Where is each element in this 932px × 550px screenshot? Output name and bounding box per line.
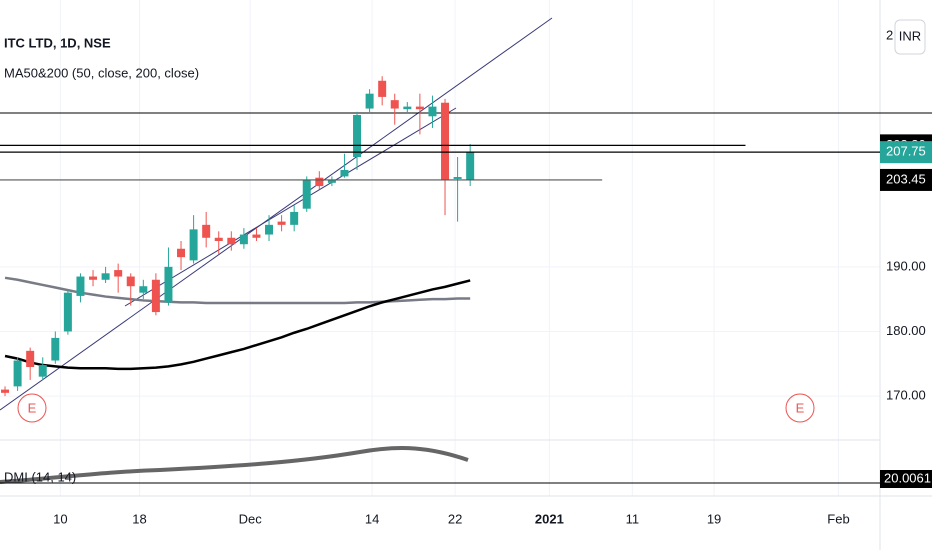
x-tick-label: Dec [239,511,263,526]
x-tick-label: 14 [365,511,379,526]
candle-body [277,221,286,225]
candle-body [227,237,236,245]
candle-body [403,106,412,110]
candle-body [164,266,173,303]
earnings-marker-label[interactable]: E [28,400,37,415]
x-tick-label: 10 [53,511,67,526]
trend-line [0,17,553,411]
candle-body [89,276,98,280]
candle-body [63,292,72,332]
dmi-line [0,446,469,484]
x-tick-label: 18 [132,511,146,526]
price-label: 203.45 [886,171,926,186]
candle-body [340,169,349,177]
y-tick-label: 190.00 [886,258,926,273]
candle-body [51,337,60,361]
indicator-value-box [880,470,932,488]
y-tick-label: 180.00 [886,323,926,338]
currency-button[interactable] [894,19,926,55]
candle-body [214,237,223,241]
earnings-marker[interactable] [785,393,815,423]
chart-title: ITC LTD, 1D, NSE [4,35,111,50]
x-tick-label: 2021 [535,511,564,526]
axis-partial-label: 2 [886,27,893,42]
candle-body [38,365,47,377]
candle-body [239,234,248,245]
x-tick-label: Feb [827,511,849,526]
candle-body [101,273,110,280]
candle-body [290,211,299,225]
candle-body [1,389,10,393]
price-label-box [880,141,932,164]
x-tick-label: 22 [448,511,462,526]
candle-body [315,177,324,187]
earnings-marker[interactable] [17,393,47,423]
indicator-label: DMI (14, 14) [4,469,76,484]
candle-body [26,350,35,367]
y-tick-label: 170.00 [886,388,926,403]
earnings-marker-label[interactable]: E [796,400,805,415]
candle-body [126,276,135,287]
price-label-box [880,168,932,191]
candle-body [453,177,462,179]
currency[interactable]: INR [899,28,921,43]
candle-body [252,234,261,238]
candle-body [114,270,123,277]
grid [0,0,880,496]
chart-subtitle: MA50&200 (50, close, 200, close) [4,65,199,80]
candle-body [327,179,336,183]
indicator-value: 20.0061 [884,470,931,485]
x-tick-label: 19 [707,511,721,526]
x-tick-label: 11 [626,511,640,526]
candle-body [76,276,85,296]
candle-body [139,286,148,293]
candle-body [151,279,160,313]
candle-body [302,179,311,209]
candle-body [353,115,362,158]
candle-body [189,229,198,261]
candle-body [428,106,437,117]
candle-body [265,224,274,235]
price-label: 207.75 [886,144,926,159]
candle-body [390,100,399,109]
candle-body [466,152,475,181]
candle-body [13,360,22,387]
candle-body [177,248,186,258]
candle-body [365,93,374,109]
trend-line [124,107,457,307]
moving-average [4,279,471,371]
candle-body [378,80,387,97]
candle-body [202,224,211,238]
candle-body [441,102,450,181]
candle-body [415,106,424,110]
